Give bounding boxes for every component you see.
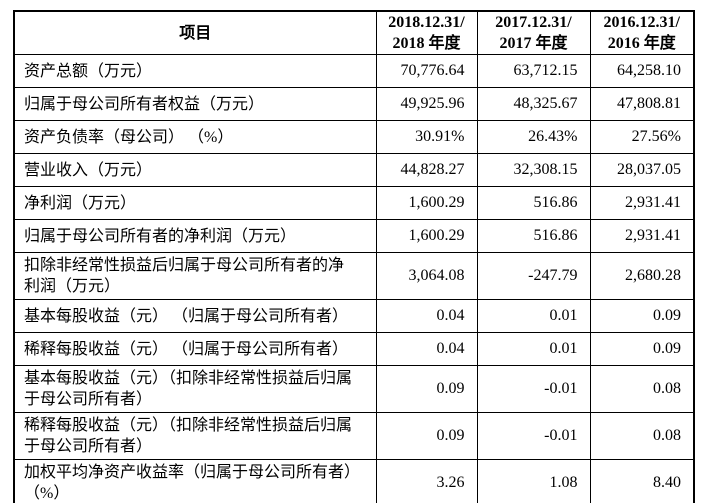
table-row: 基本每股收益（元） （归属于母公司所有者） 0.04 0.01 0.09 <box>13 299 695 333</box>
row-label: 资产负债率（母公司） （%） <box>13 120 377 154</box>
table-row: 净利润（万元） 1,600.29 516.86 2,931.41 <box>13 186 695 220</box>
value-2018: 1,600.29 <box>375 219 478 253</box>
value-2016: 0.09 <box>589 299 695 333</box>
value-2017: 26.43% <box>476 120 591 154</box>
row-label: 稀释每股收益（元） （归属于母公司所有者） <box>13 332 377 366</box>
value-2016: 2,931.41 <box>589 186 695 220</box>
value-2018: 30.91% <box>375 120 478 154</box>
header-row: 项目 2018.12.31/ 2018 年度 2017.12.31/ 2017 … <box>13 10 695 55</box>
table-row: 资产总额（万元） 70,776.64 63,712.15 64,258.10 <box>13 54 695 88</box>
row-label: 资产总额（万元） <box>13 54 377 88</box>
value-2016: 28,037.05 <box>589 153 695 187</box>
value-2017: 516.86 <box>476 219 591 253</box>
value-2017: -0.01 <box>476 412 591 460</box>
financial-summary-table: 项目 2018.12.31/ 2018 年度 2017.12.31/ 2017 … <box>13 10 695 503</box>
header-2018: 2018.12.31/ 2018 年度 <box>375 10 478 55</box>
row-label: 归属于母公司所有者权益（万元） <box>13 87 377 121</box>
row-label: 营业收入（万元） <box>13 153 377 187</box>
table-row: 归属于母公司所有者的净利润（万元） 1,600.29 516.86 2,931.… <box>13 219 695 253</box>
header-2016: 2016.12.31/ 2016 年度 <box>589 10 695 55</box>
value-2017: -247.79 <box>476 252 591 300</box>
table-row: 营业收入（万元） 44,828.27 32,308.15 28,037.05 <box>13 153 695 187</box>
value-2018: 0.09 <box>375 412 478 460</box>
value-2018: 1,600.29 <box>375 186 478 220</box>
value-2016: 0.09 <box>589 332 695 366</box>
value-2017: 0.01 <box>476 299 591 333</box>
table-row: 归属于母公司所有者权益（万元） 49,925.96 48,325.67 47,8… <box>13 87 695 121</box>
row-label: 加权平均净资产收益率（归属于母公司所有者） （%） <box>13 459 377 503</box>
value-2017: 63,712.15 <box>476 54 591 88</box>
value-2018: 44,828.27 <box>375 153 478 187</box>
row-label: 净利润（万元） <box>13 186 377 220</box>
table-row: 稀释每股收益（元） （归属于母公司所有者） 0.04 0.01 0.09 <box>13 332 695 366</box>
table-row: 扣除非经常性损益后归属于母公司所有者的净 利润（万元） 3,064.08 -24… <box>13 252 695 300</box>
value-2016: 0.08 <box>589 365 695 413</box>
row-label: 扣除非经常性损益后归属于母公司所有者的净 利润（万元） <box>13 252 377 300</box>
value-2017: 48,325.67 <box>476 87 591 121</box>
row-label: 基本每股收益（元）（扣除非经常性损益后归属 于母公司所有者） <box>13 365 377 413</box>
value-2017: 32,308.15 <box>476 153 591 187</box>
value-2016: 2,931.41 <box>589 219 695 253</box>
value-2017: 516.86 <box>476 186 591 220</box>
header-2017: 2017.12.31/ 2017 年度 <box>476 10 591 55</box>
header-item: 项目 <box>13 10 377 55</box>
value-2017: 1.08 <box>476 459 591 503</box>
value-2016: 27.56% <box>589 120 695 154</box>
row-label: 稀释每股收益（元）（扣除非经常性损益后归属 于母公司所有者） <box>13 412 377 460</box>
row-label: 归属于母公司所有者的净利润（万元） <box>13 219 377 253</box>
row-label: 基本每股收益（元） （归属于母公司所有者） <box>13 299 377 333</box>
table-row: 加权平均净资产收益率（归属于母公司所有者） （%） 3.26 1.08 8.40 <box>13 459 695 503</box>
value-2018: 3.26 <box>375 459 478 503</box>
value-2018: 49,925.96 <box>375 87 478 121</box>
value-2017: 0.01 <box>476 332 591 366</box>
value-2016: 0.08 <box>589 412 695 460</box>
table-row: 基本每股收益（元）（扣除非经常性损益后归属 于母公司所有者） 0.09 -0.0… <box>13 365 695 413</box>
value-2018: 70,776.64 <box>375 54 478 88</box>
value-2017: -0.01 <box>476 365 591 413</box>
value-2016: 47,808.81 <box>589 87 695 121</box>
value-2018: 0.09 <box>375 365 478 413</box>
value-2018: 0.04 <box>375 332 478 366</box>
value-2016: 8.40 <box>589 459 695 503</box>
value-2016: 64,258.10 <box>589 54 695 88</box>
value-2018: 0.04 <box>375 299 478 333</box>
table-row: 稀释每股收益（元）（扣除非经常性损益后归属 于母公司所有者） 0.09 -0.0… <box>13 412 695 460</box>
table-row: 资产负债率（母公司） （%） 30.91% 26.43% 27.56% <box>13 120 695 154</box>
value-2018: 3,064.08 <box>375 252 478 300</box>
value-2016: 2,680.28 <box>589 252 695 300</box>
